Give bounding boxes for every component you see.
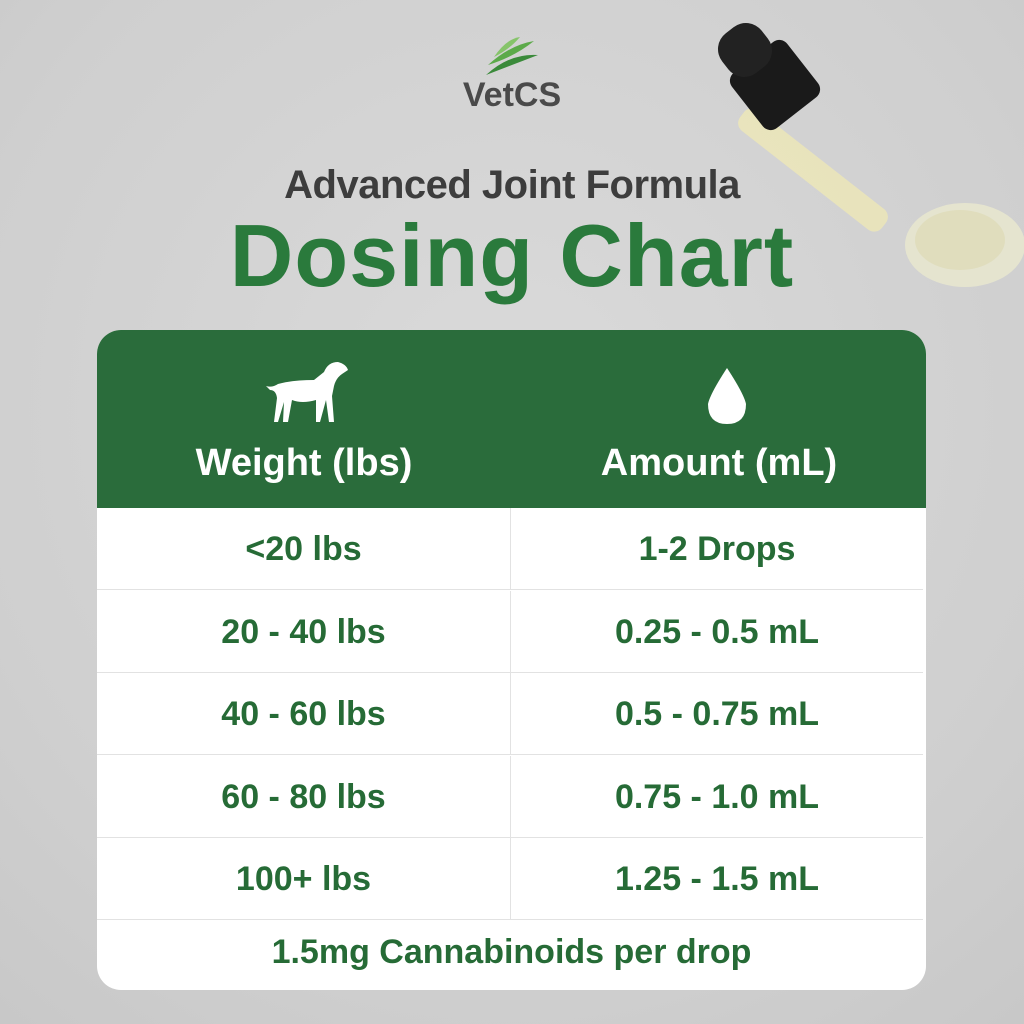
table-cell: 60 - 80 lbs <box>97 756 510 838</box>
header-cell: Amount (mL) <box>600 442 838 484</box>
table-footer: 1.5mg Cannabinoids per drop <box>271 933 752 971</box>
table-cell: 0.75 - 1.0 mL <box>510 755 923 838</box>
drop-icon <box>708 368 746 424</box>
dosing-table: Weight (lbs) Amount (mL) 1.5mg Cannabino… <box>97 330 926 990</box>
title: Dosing Chart <box>229 206 795 305</box>
dropper-illustration <box>717 22 1024 287</box>
logo-leaves <box>486 37 538 75</box>
table-cell: 1-2 Drops <box>510 508 923 590</box>
brand: VetCS <box>462 76 562 114</box>
dog-icon <box>266 362 348 422</box>
table-cell: 40 - 60 lbs <box>97 673 510 755</box>
table-cell: 1.25 - 1.5 mL <box>510 838 923 920</box>
table-cell: <20 lbs <box>97 508 510 590</box>
header-cell: Weight (lbs) <box>195 442 413 484</box>
table-cell: 100+ lbs <box>97 838 510 920</box>
table-cell: 20 - 40 lbs <box>97 591 510 673</box>
table-cell: 0.5 - 0.75 mL <box>510 673 923 755</box>
table-cell: 0.25 - 0.5 mL <box>510 590 923 673</box>
subtitle: Advanced Joint Formula <box>284 163 740 207</box>
table-header: Weight (lbs) Amount (mL) <box>97 330 926 508</box>
